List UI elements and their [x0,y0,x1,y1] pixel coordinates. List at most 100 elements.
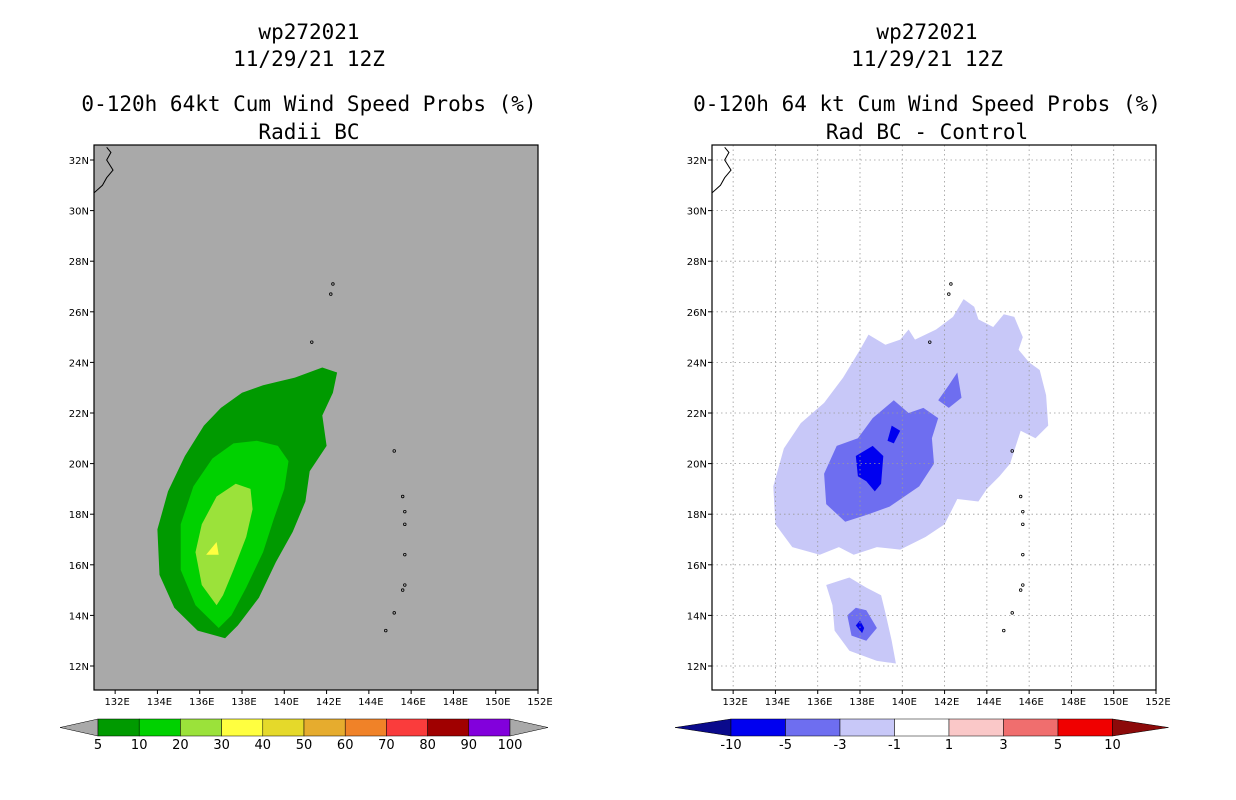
x-tick-label: 140E [274,697,299,708]
y-tick-label: 12N [687,662,707,673]
colorbar-label: 80 [419,738,436,753]
y-tick-label: 16N [687,561,707,572]
y-tick-label: 20N [687,460,707,471]
y-tick-label: 16N [69,561,89,572]
y-tick-label: 22N [687,409,707,420]
x-tick-label: 142E [316,697,341,708]
colorbar-label: 5 [94,738,102,753]
island [384,628,388,633]
island [400,494,405,499]
x-tick-label: 134E [765,697,790,708]
island [392,449,396,453]
contour--5to-3 [847,607,877,641]
x-tick-label: 140E [892,697,917,708]
y-tick-label: 12N [69,662,89,673]
colorbar-label: 60 [337,738,354,753]
right-datetime: 11/29/21 12Z [851,47,1003,71]
left-chart-subtitle: Radii BC [258,120,360,144]
y-tick-label: 28N [687,257,707,268]
colorbar-swatch [221,718,264,737]
right-panel: wp272021 11/29/21 12Z 0-120h 64 kt Cum W… [618,0,1236,800]
colorbar-swatch [1057,718,1113,737]
left-panel: wp272021 11/29/21 12Z 0-120h 64kt Cum Wi… [59,20,553,753]
colorbar-label: 70 [378,738,395,753]
island [1021,552,1025,557]
contour-layer [712,145,1156,690]
x-tick-label: 150E [485,697,510,708]
plot-frame [711,144,1157,691]
x-tick-label: 146E [400,697,425,708]
x-tick-label: 144E [976,697,1001,708]
colorbar-swatch [839,718,895,737]
y-tick-label: 24N [69,358,89,369]
y-tick-label: 32N [69,156,89,167]
colorbar-label: 30 [213,738,230,753]
island [400,588,405,592]
x-tick-label: 144E [358,697,383,708]
colorbar-label: 5 [1054,738,1062,753]
x-tick-label: 138E [849,697,874,708]
island [1002,628,1006,633]
y-tick-label: 32N [687,156,707,167]
colorbar-label: 40 [255,738,272,753]
y-tick-label: 26N [69,308,89,319]
colorbar-under-arrow [59,718,99,737]
right-storm-id: wp272021 [876,20,978,44]
colorbar-over-arrow [1112,718,1169,737]
colorbar-swatch [427,718,470,737]
island [403,509,407,514]
island [949,282,953,286]
y-tick-label: 28N [69,257,89,268]
colorbar-label: -3 [834,738,847,753]
island [947,292,951,296]
y-tick-label: 30N [69,207,89,218]
right-chart-title: 0-120h 64 kt Cum Wind Speed Probs (%) [693,92,1161,116]
contour--10to-5 [855,445,884,492]
island [403,522,407,527]
left-map: 132E 134E 136E 138E 140E 142E 144E 146E 148E 150E… [59,144,553,753]
contour--10to-5 [887,425,901,444]
x-tick-label: 136E [189,697,214,708]
colorbar-swatch [180,718,222,737]
colorbar-swatch [948,718,1004,737]
x-tick-label: 142E [934,697,959,708]
x-tick-label: 148E [1061,697,1086,708]
y-tick-label: 26N [687,308,707,319]
island [1018,494,1023,499]
colorbar-label: 90 [461,738,478,753]
colorbar-label: 10 [1104,738,1121,753]
island [310,340,314,344]
colorbar-label: 100 [498,738,523,753]
island [403,583,407,587]
y-tick-label: 14N [69,611,89,622]
island [331,282,335,286]
y-tick-label: 18N [687,510,707,521]
colorbar-label: -10 [720,738,741,753]
island [1010,611,1014,615]
island [403,552,407,557]
island [329,292,333,296]
colorbar-label: -1 [888,738,901,753]
island [1010,449,1014,453]
colorbar-swatch [97,718,140,737]
colorbar-swatch [386,718,428,737]
coastline [94,147,114,194]
island [1018,588,1023,592]
colorbar-swatch [303,718,346,737]
right-chart-subtitle: Rad BC - Control [825,120,1029,144]
colorbar-swatch [262,718,305,737]
colorbar-swatch [344,718,387,737]
colorbar-swatch [1003,718,1059,737]
plot-frame [93,144,539,691]
left-chart-title: 0-120h 64kt Cum Wind Speed Probs (%) [81,92,537,116]
y-tick-label: 22N [69,409,89,420]
y-tick-label: 24N [687,358,707,369]
colorbar-label: 20 [172,738,189,753]
left-datetime: 11/29/21 12Z [233,47,385,71]
island [928,340,932,344]
colorbar-swatch [468,718,511,737]
x-tick-label: 134E [147,697,172,708]
colorbar-label: -5 [779,738,792,753]
left-storm-id: wp272021 [258,20,360,44]
x-tick-label: 148E [443,697,468,708]
